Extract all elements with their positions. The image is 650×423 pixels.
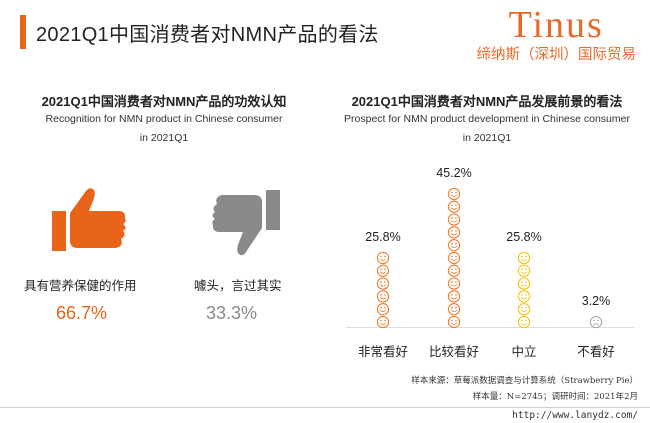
left-panel-subtitle-line2: in 2021Q1 [139,132,189,144]
right-panel-subtitle-line1: Prospect for NMN product development in … [344,113,630,125]
page-title: 2021Q1中国消费者对NMN产品的看法 [36,24,379,46]
chart-baseline [346,327,634,328]
bar-value-label: 25.8% [506,230,542,245]
footer-divider [0,407,650,408]
positive-label: 具有营养保健的作用 [24,279,137,293]
footer-source: 样本来源：草莓派数据调查与计算系统（Strawberry Pie） [411,376,638,386]
positive-value: 66.7% [56,303,108,323]
bar-1 [447,187,461,329]
bar-category-label: 非常看好 [357,345,408,359]
left-panel-subtitle-line1: Recognition for NMN product in Chinese c… [45,113,283,125]
brand-name: Tinus [508,4,604,46]
bar-0 [376,251,390,329]
right-panel-subtitle: Prospect for NMN product development in … [332,110,642,148]
bar-category-label: 比较看好 [428,345,479,359]
negative-label: 噱头，言过其实 [194,279,282,293]
bar-value-label: 45.2% [436,166,472,181]
right-panel-title: 2021Q1中国消费者对NMN产品发展前景的看法 [351,94,623,109]
right-panel-subtitle-line2: in 2021Q1 [462,132,512,144]
negative-value: 33.3% [206,303,258,323]
bar-value-label: 25.8% [365,230,401,245]
bar-category-label: 不看好 [577,345,615,359]
bar-2 [517,251,531,329]
brand-subtitle: 缔纳斯（深圳）国际贸易 [476,47,637,63]
thumbs-up-icon [52,188,126,251]
bar-category-label: 中立 [511,345,537,359]
bar-value-label: 3.2% [581,294,611,309]
left-panel-subtitle: Recognition for NMN product in Chinese c… [14,110,314,148]
brand-logo: Tinus 缔纳斯（深圳）国际贸易 [477,4,637,64]
left-panel-title: 2021Q1中国消费者对NMN产品的功效认知 [41,94,287,109]
bar-3 [589,315,603,329]
title-accent-bar [20,15,26,49]
footer-watermark: http://www.lanydz.com/ [512,410,638,421]
thumbs-down-icon [212,190,280,256]
footer-sample: 样本量：N=2745；调研时间：2021年2月 [472,392,638,402]
